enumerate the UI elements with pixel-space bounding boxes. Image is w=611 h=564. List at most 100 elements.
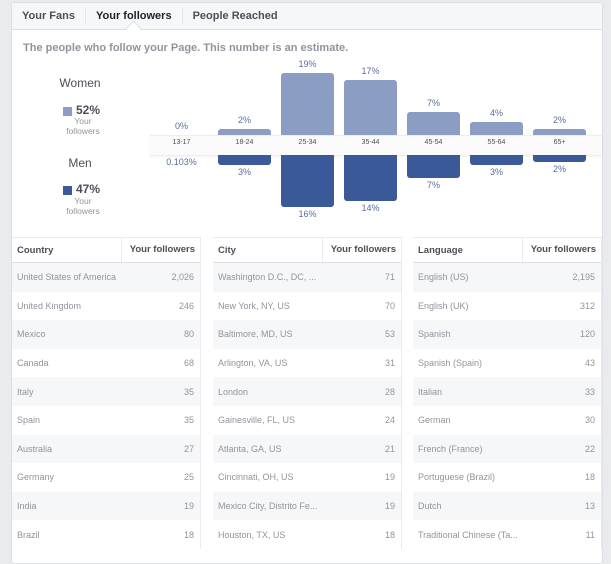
table-row: English (UK) 312: [413, 292, 601, 321]
table-row: French (France) 22: [413, 434, 601, 464]
women-bar-65+[interactable]: [533, 128, 586, 135]
row-label: Dutch: [418, 501, 442, 512]
row-label: Baltimore, MD, US: [218, 329, 293, 340]
men-bar-18-24[interactable]: [218, 155, 271, 165]
row-label: Mexico City, Distrito Fe...: [218, 501, 318, 512]
men-bar-45-54[interactable]: [407, 155, 460, 178]
women-value-label: 4%: [489, 108, 503, 118]
row-label: London: [218, 386, 249, 397]
table-row: London 28: [213, 377, 401, 406]
column-header-followers[interactable]: Your followers: [321, 238, 401, 262]
women-bar-55-64[interactable]: [470, 122, 523, 135]
row-value: 33: [584, 386, 595, 397]
age-category-label: 45-54: [424, 139, 443, 146]
column-header-city[interactable]: City: [218, 244, 236, 256]
table-row: Mexico 80: [12, 320, 200, 349]
row-label: New York, NY, US: [218, 300, 290, 311]
row-label: Atlanta, GA, US: [218, 443, 282, 454]
men-value-label: 16%: [298, 209, 317, 219]
row-label: Spanish (Spain): [418, 358, 483, 369]
row-value: 31: [384, 358, 395, 369]
table-row: Mexico City, Distrito Fe... 19: [213, 491, 401, 521]
row-label: Cincinnati, OH, US: [218, 472, 294, 483]
men-bar-35-44[interactable]: [344, 155, 397, 201]
table-body: United States of America 2,026 United King…: [12, 263, 200, 549]
row-label: Germany: [17, 472, 55, 483]
row-label: Gainesville, FL, US: [218, 415, 296, 426]
men-value-label: 14%: [361, 202, 380, 213]
row-value: 19: [384, 501, 395, 512]
row-label: Spain: [17, 415, 41, 426]
row-value: 21: [384, 443, 395, 454]
row-label: German: [418, 415, 451, 426]
table-row: Gainesville, FL, US 24: [213, 406, 401, 435]
row-value: 30: [584, 415, 595, 426]
women-value-label: 0%: [174, 121, 188, 131]
men-bar-65+[interactable]: [533, 155, 586, 162]
row-label: Australia: [17, 443, 53, 454]
row-label: Traditional Chinese (Ta...: [418, 529, 518, 540]
table-header: City Your followers: [213, 237, 401, 263]
row-value: 18: [183, 529, 194, 540]
language-table: Language Your followers English (US) 2,195 E…: [413, 237, 602, 549]
page-subtitle: The people who follow your Page. This nu…: [23, 42, 349, 54]
row-value: 68: [183, 358, 194, 369]
men-value-label: 3%: [489, 166, 503, 177]
row-label: French (France): [418, 443, 483, 454]
women-bar-18-24[interactable]: [218, 128, 271, 135]
table-row: German 30: [413, 406, 601, 435]
row-value: 35: [183, 415, 194, 426]
men-value-label: 7%: [426, 179, 440, 190]
row-value: 71: [384, 272, 395, 283]
table-row: United Kingdom 246: [12, 292, 200, 321]
table-row: Baltimore, MD, US 53: [213, 320, 401, 349]
table-row: New York, NY, US 70: [213, 292, 401, 321]
age-category-label: 13-17: [172, 139, 191, 146]
row-label: Italian: [418, 386, 443, 397]
row-value: 28: [384, 386, 395, 397]
country-table: Country Your followers United States of Am…: [12, 237, 201, 549]
women-bar-35-44[interactable]: [344, 79, 397, 135]
row-label: Portuguese (Brazil): [418, 472, 496, 483]
column-header-language[interactable]: Language: [418, 244, 463, 256]
men-value-label: 3%: [237, 166, 251, 177]
men-value-label: 2%: [552, 163, 566, 174]
row-value: 19: [384, 472, 395, 483]
row-label: United Kingdom: [17, 300, 82, 311]
table-row: Spain 35: [12, 406, 200, 435]
row-value: 27: [183, 443, 194, 454]
age-category-label: 18-24: [235, 139, 254, 146]
tab-your-followers[interactable]: Your followers: [86, 8, 183, 24]
column-header-country[interactable]: Country: [17, 244, 54, 256]
row-value: 2,026: [171, 272, 194, 283]
women-value-label: 19%: [298, 59, 317, 70]
table-row: Italian 33: [413, 377, 601, 406]
table-row: Cincinnati, OH, US 19: [213, 463, 401, 492]
legend-women-percent: 52%: [76, 103, 101, 117]
row-value: 80: [183, 329, 194, 340]
row-label: India: [17, 501, 37, 512]
tab-people-reached[interactable]: People Reached: [192, 10, 278, 22]
tab-your-fans[interactable]: Your Fans: [12, 8, 86, 24]
column-header-followers[interactable]: Your followers: [120, 238, 200, 262]
table-row: Dutch 13: [413, 491, 601, 521]
women-bar-45-54[interactable]: [407, 112, 460, 135]
city-table: City Your followers Washington D.C., DC, .…: [213, 237, 402, 549]
legend-men-label: Men: [68, 156, 92, 170]
men-bar-55-64[interactable]: [470, 155, 523, 165]
row-value: 312: [579, 300, 595, 311]
row-label: Brazil: [17, 529, 40, 540]
row-label: Canada: [17, 358, 49, 369]
row-value: 18: [384, 529, 395, 540]
column-header-followers[interactable]: Your followers: [521, 238, 601, 262]
women-swatch-icon: [63, 107, 72, 116]
row-value: 18: [584, 472, 595, 483]
men-bar-25-34[interactable]: [281, 155, 334, 207]
row-value: 13: [584, 501, 595, 512]
row-label: Washington D.C., DC, ...: [218, 272, 317, 283]
row-value: 2,195: [572, 272, 595, 283]
row-value: 24: [384, 415, 395, 426]
women-bar-25-34[interactable]: [281, 73, 334, 135]
row-value: 11: [585, 529, 595, 540]
table-header: Language Your followers: [413, 237, 601, 263]
